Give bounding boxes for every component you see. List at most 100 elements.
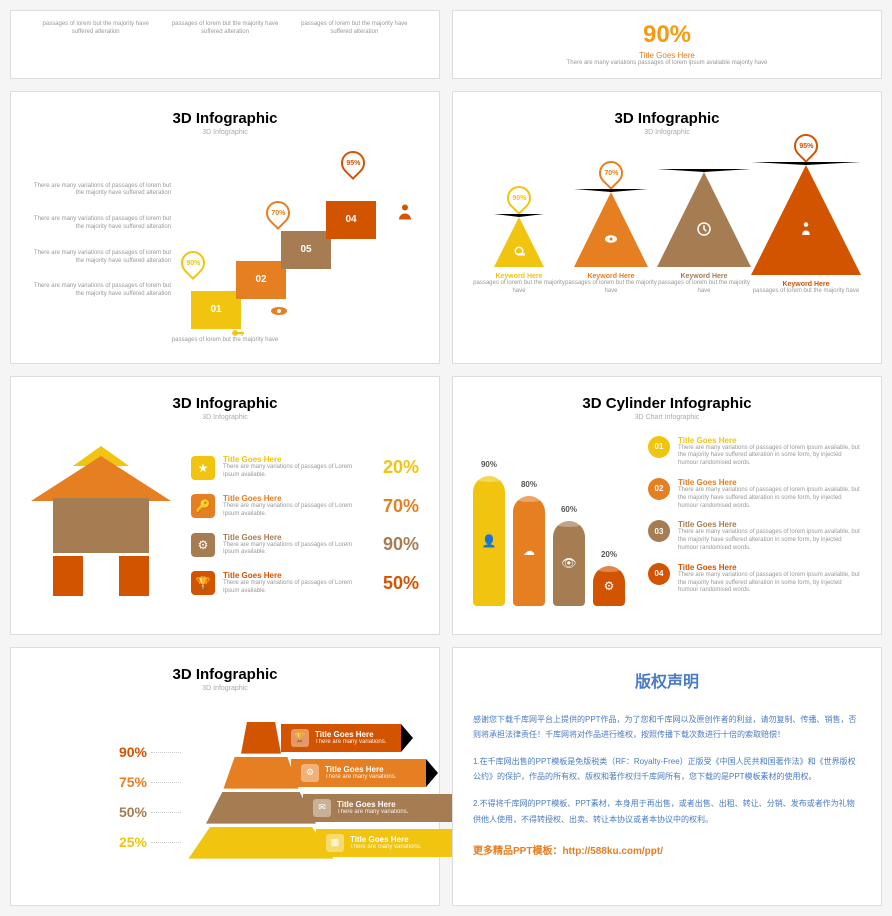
pyramid-layer <box>189 827 334 859</box>
strip-text: passages of lorem but the majority have … <box>160 21 289 37</box>
row-title: Title Goes Here <box>678 563 861 572</box>
map-pin: 90% <box>176 246 210 280</box>
label-text: There are many variations of passages of… <box>31 216 171 232</box>
map-pin: 95% <box>336 146 370 180</box>
row-number: 02 <box>648 478 670 500</box>
row-icon: 🏆 <box>191 571 215 595</box>
arrow-sub: There are many variations. <box>337 809 408 815</box>
row-title: Title Goes Here <box>223 494 361 503</box>
eye-icon <box>271 306 287 316</box>
row-title: Title Goes Here <box>678 478 861 487</box>
row-icon: ⚙ <box>191 533 215 557</box>
arrow-title: Title Goes Here <box>350 835 421 844</box>
arrow-icon: 🏆 <box>291 729 309 747</box>
pyramid-item: 90%Keyword Herepassages of lorem but the… <box>473 186 565 296</box>
arrow-icon: ⚙ <box>301 764 319 782</box>
layer-arrow: 🏆 Title Goes HereThere are many variation… <box>281 724 401 752</box>
cylinder-bar: 90%👤 <box>473 476 505 606</box>
label-text: There are many variations of passages of… <box>31 283 171 299</box>
list-row: 03 Title Goes HereThere are many variatio… <box>648 520 861 552</box>
copyright-link[interactable]: 更多精品PPT模板：http://588ku.com/ppt/ <box>473 842 861 857</box>
arrow-title: Title Goes Here <box>315 730 386 739</box>
row-sub: There are many variations of passages of… <box>223 503 361 519</box>
slide-subtitle: 3D Infographic <box>31 685 419 692</box>
bottom-text: passages of lorem but the majority have <box>31 337 419 345</box>
cyl-pct: 90% <box>481 460 497 469</box>
row-number: 04 <box>648 563 670 585</box>
row-sub: There are many variations of passages of… <box>223 542 361 558</box>
copyright-para: 感谢您下载千库网平台上提供的PPT作品，为了您和千库网以及原创作者的利益，请勿复… <box>473 712 861 742</box>
row-pct: 50% <box>369 573 419 594</box>
pyramid-item: Keyword Herepassages of lorem but the ma… <box>657 141 751 296</box>
pct-sub: There are many variations passages of lo… <box>473 60 861 68</box>
step-box: 01 <box>191 291 241 329</box>
step-box: 02 <box>236 261 286 299</box>
row-title: Title Goes Here <box>678 436 861 445</box>
arrow-icon: ✉ <box>313 799 331 817</box>
row-number: 01 <box>648 436 670 458</box>
row-sub: There are many variations of passages of… <box>223 464 361 480</box>
list-row: 01 Title Goes HereThere are many variatio… <box>648 436 861 468</box>
row-icon: 🔑 <box>191 494 215 518</box>
cylinder-bar: 60%👁 <box>553 521 585 606</box>
slide-title: 3D Cylinder Infographic <box>473 395 861 412</box>
list-row: 🏆Title Goes HereThere are many variation… <box>191 571 419 596</box>
pyramid-layer <box>206 792 316 824</box>
row-icon: ★ <box>191 456 215 480</box>
layer-pct: 90% <box>119 744 181 760</box>
list-row: ★ Title Goes HereThere are many variation… <box>191 455 419 480</box>
row-pct: 90% <box>369 534 419 555</box>
slide-title: 3D Infographic <box>31 666 419 683</box>
arrow-sub: There are many variations. <box>350 844 421 850</box>
pyramid-row: 90%Keyword Herepassages of lorem but the… <box>473 156 861 296</box>
pyramid-percentages: 90% 75% 50% 25% <box>119 744 181 850</box>
key-icon <box>231 326 245 340</box>
label-text: There are many variations of passages of… <box>31 250 171 266</box>
cyl-pct: 80% <box>521 480 537 489</box>
row-title: Title Goes Here <box>223 455 361 464</box>
row-pct: 20% <box>369 457 419 478</box>
slide-copyright: 版权声明 感谢您下载千库网平台上提供的PPT作品，为了您和千库网以及原创作者的利… <box>452 647 882 906</box>
pyramid-item: 95%Keyword Herepassages of lorem but the… <box>751 134 861 296</box>
pyramid-layer <box>241 722 281 754</box>
list-row: 02Title Goes HereThere are many variatio… <box>648 478 861 510</box>
arrow-sub: There are many variations. <box>325 774 396 780</box>
layer-pct: 25% <box>119 834 181 850</box>
row-sub: There are many variations of passages of… <box>678 529 861 552</box>
row-sub: There are many variations of passages of… <box>223 580 361 596</box>
row-title: Title Goes Here <box>678 520 861 529</box>
arrow-sub: There are many variations. <box>315 739 386 745</box>
slide-title: 3D Infographic <box>31 395 419 412</box>
slide-top-right: 90% Title Goes Here There are many varia… <box>452 10 882 79</box>
layer-arrow: ✉Title Goes HereThere are many variation… <box>303 794 453 822</box>
pyramid-item: 70%Keyword Herepassages of lorem but the… <box>565 161 657 296</box>
row-title: Title Goes Here <box>223 533 361 542</box>
boxes-canvas: 0102050490%70%95% <box>181 151 419 331</box>
arrow-icon: ▦ <box>326 834 344 852</box>
slide-pyramids: 3D Infographic 3D Infographic 90%Keyword… <box>452 91 882 364</box>
row-number: 03 <box>648 520 670 542</box>
layer-pct: 50% <box>119 804 181 820</box>
pct-title: Title Goes Here <box>473 51 861 60</box>
layer-pct: 75% <box>119 774 181 790</box>
cylinder-chart: 90%👤80%☁60%👁20%⚙ <box>473 436 633 616</box>
copyright-title: 版权声明 <box>473 668 861 692</box>
cyl-icon: 👁 <box>561 556 576 570</box>
pyramid-layers: 🏆Title Goes HereThere are many variation… <box>191 722 331 872</box>
slide-subtitle: 3D Infographic <box>31 414 419 421</box>
slide-title: 3D Infographic <box>31 110 419 127</box>
slide-top-left: passages of lorem but the majority have … <box>10 10 440 79</box>
strip-text: passages of lorem but the majority have … <box>290 21 419 37</box>
label-text: There are many variations of passages of… <box>31 183 171 199</box>
row-sub: There are many variations of passages of… <box>678 445 861 468</box>
cyl-icon: 👤 <box>482 534 497 548</box>
cylinder-list: 01Title Goes HereThere are many variatio… <box>648 436 861 616</box>
house-shape <box>31 456 171 596</box>
cylinder-bar: 80%☁ <box>513 496 545 606</box>
slide-grid: passages of lorem but the majority have … <box>10 10 882 906</box>
box-labels: There are many variations of passages of… <box>31 183 171 299</box>
slide-3d-boxes: 3D Infographic 3D Infographic There are … <box>10 91 440 364</box>
row-sub: There are many variations of passages of… <box>678 572 861 595</box>
layer-arrow: ⚙Title Goes HereThere are many variation… <box>291 759 426 787</box>
copyright-para: 2.不得将千库网的PPT模板、PPT素材，本身用于再出售，或者出售、出租、转让、… <box>473 796 861 826</box>
